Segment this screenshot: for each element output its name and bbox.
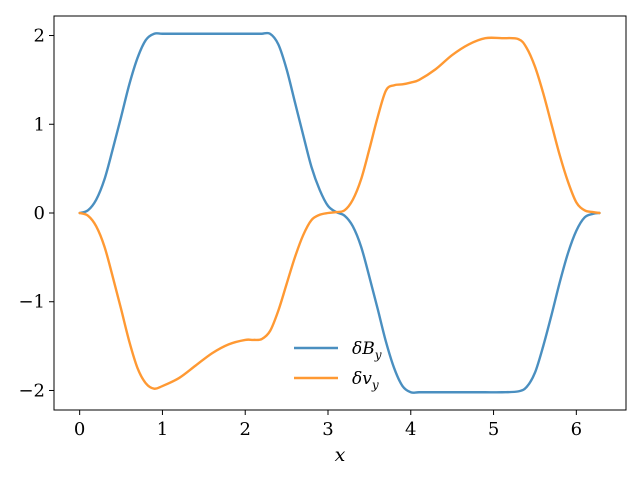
legend-label-main: δB [352, 339, 375, 359]
legend-label-subscript: y [374, 348, 382, 362]
y-tick-label: 0 [34, 203, 45, 224]
y-tick-label: −1 [18, 292, 45, 313]
series-layer [78, 31, 601, 394]
legend-label-subscript: y [371, 378, 379, 392]
legend-label: δvy [352, 369, 379, 392]
axes-frame [53, 15, 627, 411]
y-tick-label: −2 [18, 380, 45, 401]
ticks-layer: 0 1 2 3 4 5 6 −2 −1 0 1 2 [18, 26, 582, 440]
y-tick-label: 2 [34, 26, 45, 47]
series-line-dvy [78, 36, 601, 390]
x-tick-label: 2 [239, 419, 250, 440]
x-tick-label: 1 [157, 419, 168, 440]
x-tick-label: 3 [322, 419, 333, 440]
x-tick-label: 5 [488, 419, 499, 440]
legend-entry: δvy [294, 369, 379, 392]
x-axis-label: x [335, 444, 346, 466]
x-tick-label: 4 [405, 419, 416, 440]
x-tick-label: 6 [571, 419, 582, 440]
legend-label: δBy [352, 339, 382, 362]
y-tick-label: 1 [34, 114, 45, 135]
x-tick-label: 0 [74, 419, 85, 440]
legend-entry: δBy [294, 339, 382, 362]
legend-label-main: δv [352, 369, 372, 389]
